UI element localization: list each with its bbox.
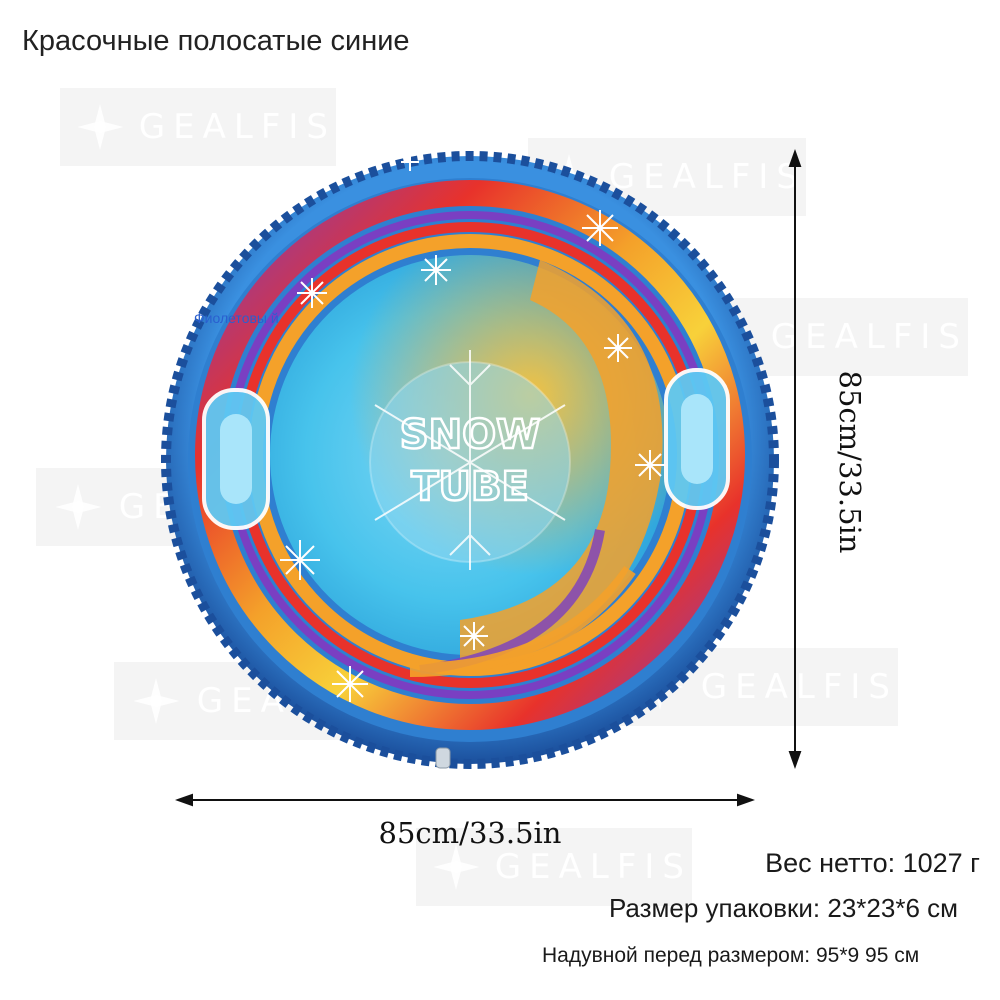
- watermark: GEALFIS: [416, 828, 692, 906]
- inflated-size-text: Надувной перед размером: 95*9 95 см: [542, 944, 920, 967]
- width-dimension-label: 85cm/33.5in: [378, 816, 562, 850]
- watermark-text: GEALFIS: [608, 157, 806, 197]
- watermark-text: GEALFIS: [138, 107, 336, 147]
- watermark: GEALFIS: [60, 88, 336, 166]
- left-handle: [202, 388, 270, 530]
- snowflake-icons: [280, 153, 665, 702]
- product-title: Красочные полосатые синие: [22, 25, 410, 57]
- right-handle: [664, 368, 730, 510]
- snow-tube-image: SNOW TUBE: [161, 151, 779, 769]
- logo-line2: TUBE: [411, 464, 529, 510]
- package-size-text: Размер упаковки: 23*23*6 см: [608, 893, 958, 923]
- variant-tag: Фиолетовы й: [194, 310, 279, 326]
- net-weight-text: Вес нетто: 1027 г: [765, 848, 980, 878]
- watermark-text: GEALFIS: [770, 317, 968, 357]
- watermark-text: GEALFIS: [494, 847, 692, 887]
- logo-line1: SNOW: [400, 412, 540, 458]
- height-dimension-label: 85cm/33.5in: [833, 370, 867, 554]
